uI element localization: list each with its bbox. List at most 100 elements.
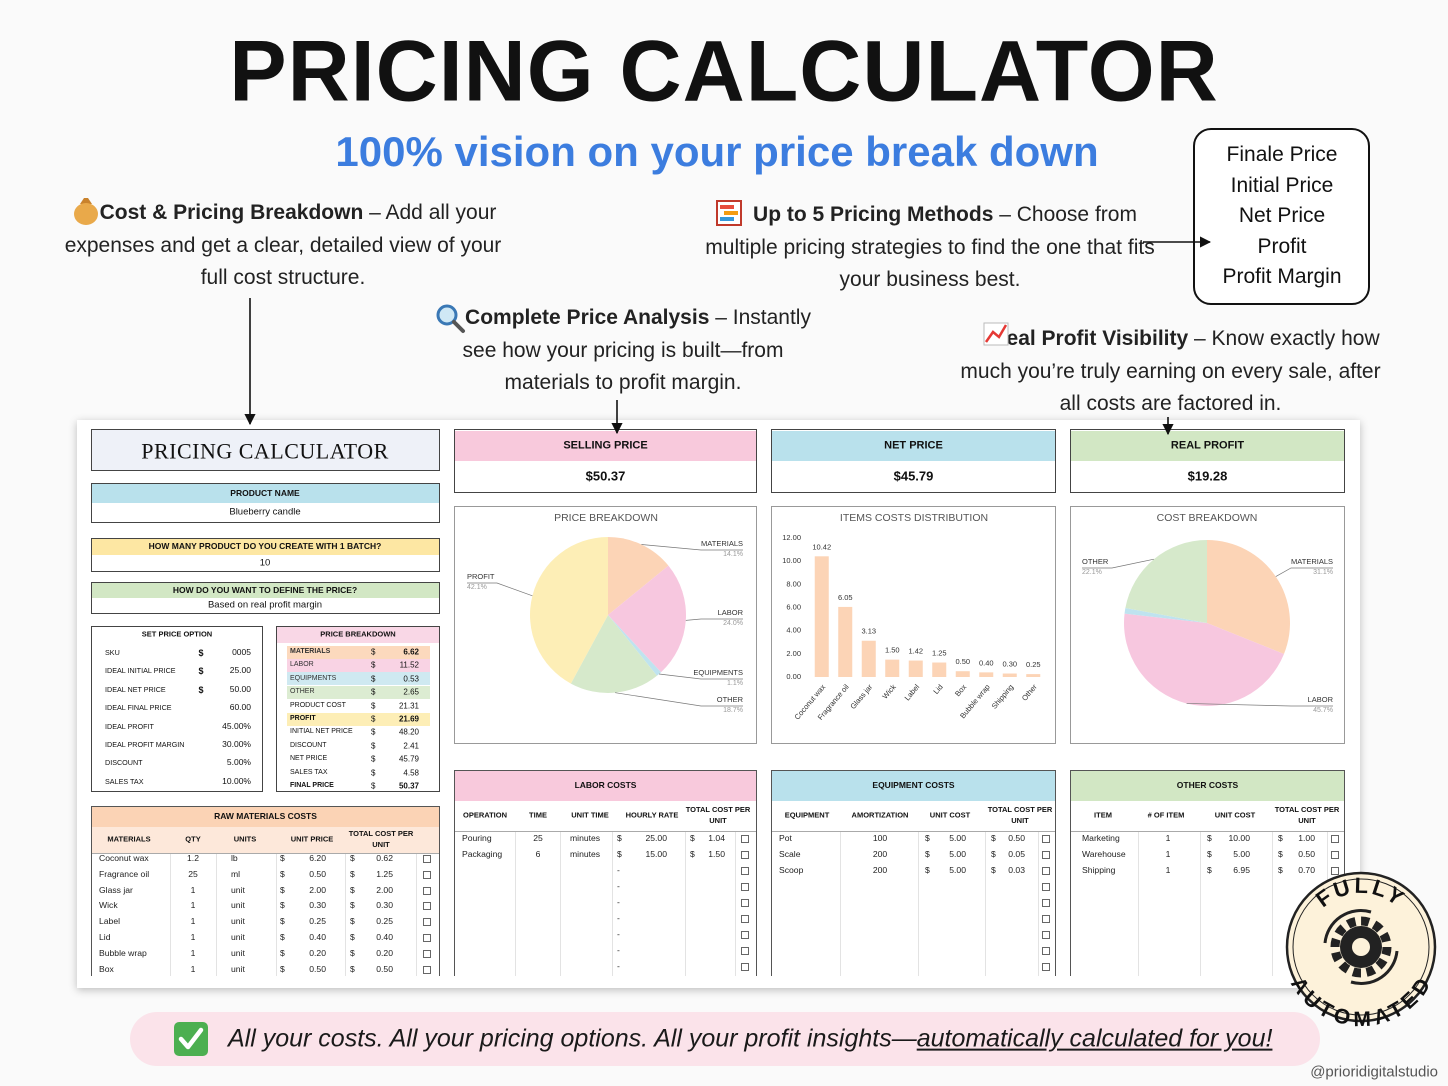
column-rule <box>170 854 171 976</box>
card-label: SELLING PRICE <box>563 439 648 452</box>
column-rule <box>276 854 277 976</box>
feature-title: Up to 5 Pricing Methods <box>753 203 994 226</box>
pie-slice <box>608 565 686 673</box>
footer-emphasis: automatically calculated for you! <box>916 1024 1273 1053</box>
output-item: Profit Margin <box>1222 264 1342 288</box>
cell: $ <box>925 849 930 860</box>
checkbox <box>423 949 431 958</box>
x-tick-label: Lid <box>931 683 944 696</box>
checkbox <box>1042 867 1050 875</box>
row-fill <box>287 658 430 672</box>
checkbox <box>423 934 431 942</box>
checkbox <box>1042 899 1050 907</box>
footer-text: All your costs. All your pricing options… <box>228 1025 1272 1054</box>
field-header <box>92 484 439 503</box>
cell: ml <box>231 868 241 879</box>
header-band <box>92 827 439 853</box>
cell: 2.65 <box>403 687 419 697</box>
column-rule <box>840 832 841 976</box>
cell: - <box>617 881 620 892</box>
cell: $ <box>280 900 285 911</box>
cell: $ <box>350 884 355 895</box>
table-title-band <box>455 771 756 801</box>
icon-magnifier <box>436 304 465 333</box>
set-price-box <box>91 626 263 792</box>
cell: $ <box>350 932 355 943</box>
cell: 10.00 <box>1228 833 1250 844</box>
slice-value: 24.0% <box>723 620 743 627</box>
cell: Glass jar <box>99 884 133 895</box>
cell: 0.40 <box>376 932 393 943</box>
cell: $ <box>371 701 376 710</box>
chart-title: ITEMS COSTS DISTRIBUTION <box>840 512 988 524</box>
cell: $ <box>690 849 695 860</box>
slice-label: OTHER <box>1082 557 1109 566</box>
cell: $ <box>371 768 376 777</box>
checkbox <box>741 835 749 843</box>
cell: $ <box>991 833 996 844</box>
pie-slice <box>529 537 608 684</box>
cell: unit <box>231 932 245 943</box>
y-tick-label: 2.00 <box>786 649 801 658</box>
cell: $ <box>350 947 355 958</box>
pie-slice <box>1124 613 1284 706</box>
column-rule <box>918 832 919 976</box>
column-rule <box>1138 832 1139 976</box>
cell: $ <box>991 849 996 860</box>
cell: 1.00 <box>1298 833 1315 844</box>
slice-value: 42.1% <box>467 584 487 591</box>
cell: minutes <box>570 833 601 844</box>
cell: $ <box>280 947 285 958</box>
bar <box>979 672 994 677</box>
cell: 30.00% <box>222 739 251 750</box>
card-value: $45.79 <box>893 468 934 484</box>
cell: - <box>617 897 620 908</box>
column-header: TOTAL COST PER UNIT <box>987 805 1053 825</box>
calc-title: PRICING CALCULATOR <box>141 438 389 464</box>
cell: 1 <box>190 916 196 927</box>
column-rule <box>560 832 561 976</box>
table-title: SET PRICE OPTION <box>141 629 213 639</box>
pie-slice <box>570 615 657 693</box>
badge-ring <box>1292 878 1430 1016</box>
slice-value: 31.1% <box>1313 569 1333 576</box>
cell: $ <box>198 666 204 677</box>
output-item: Finale Price <box>1226 142 1338 166</box>
slice-label: OTHER <box>717 695 744 704</box>
leader-line <box>685 618 743 621</box>
checkbox <box>423 855 431 863</box>
column-rule <box>612 832 613 976</box>
leader-line <box>467 582 533 597</box>
cell: 6.95 <box>1233 865 1250 876</box>
cell: 1.04 <box>708 833 725 844</box>
column-rule <box>735 832 736 976</box>
y-tick-label: 10.00 <box>782 556 801 565</box>
arrows <box>244 236 1212 436</box>
cell: $ <box>925 865 930 876</box>
chart-title: COST BREAKDOWN <box>1157 512 1258 524</box>
cell: $ <box>371 741 376 751</box>
feature-title: Cost & Pricing Breakdown <box>99 201 364 224</box>
cell: 1 <box>190 947 196 958</box>
cell: INITIAL NET PRICE <box>290 728 353 736</box>
cell: - <box>617 961 620 972</box>
feature-title: Complete Price Analysis <box>465 306 710 329</box>
chart-title: PRICE BREAKDOWN <box>554 512 658 524</box>
cell: 0.20 <box>376 947 393 958</box>
cell: 0.03 <box>1008 865 1025 876</box>
column-rule <box>685 832 686 976</box>
gear-hole <box>1352 938 1370 956</box>
field-value: Based on real profit margin <box>207 599 323 611</box>
column-header: UNIT COST <box>929 810 971 820</box>
cell: SALES TAX <box>105 776 144 786</box>
checkbox <box>741 931 749 939</box>
checkbox <box>741 883 749 891</box>
cell: - <box>617 945 620 956</box>
field-label: PRODUCT NAME <box>230 487 300 498</box>
column-header: UNITS <box>233 834 257 844</box>
footer-pill <box>130 1012 1320 1066</box>
cell: Scale <box>779 849 801 860</box>
cell: 60.00 <box>229 702 251 713</box>
cell: 1 <box>190 963 196 974</box>
